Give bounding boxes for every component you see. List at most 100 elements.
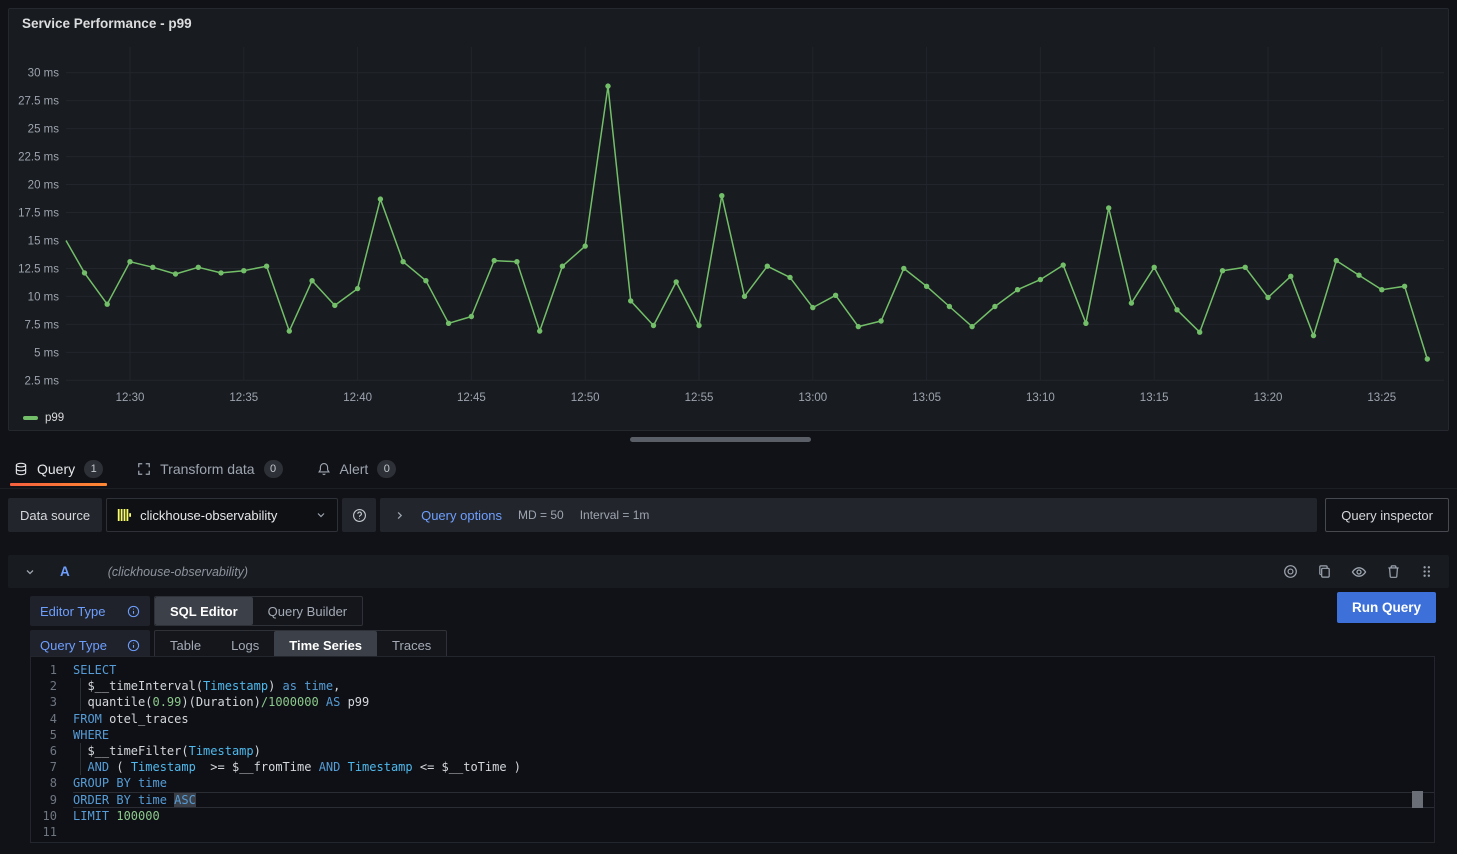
tab-transform-data[interactable]: Transform data 0	[133, 452, 286, 486]
delete-query-trash-icon[interactable]	[1386, 564, 1401, 579]
query-options-toggle[interactable]: Query options	[421, 508, 502, 523]
query-editor-body: Editor Type SQL EditorQuery Builder Quer…	[8, 588, 1449, 660]
svg-text:12:50: 12:50	[571, 392, 600, 404]
legend-label[interactable]: p99	[45, 412, 64, 424]
datasource-help-button[interactable]	[342, 498, 376, 532]
code-line-7[interactable]: 7 AND ( Timestamp >= $__fromTime AND Tim…	[31, 759, 1434, 775]
code-line-2[interactable]: 2 $__timeInterval(Timestamp) as time,	[31, 678, 1434, 694]
pane-splitter-handle[interactable]	[630, 437, 811, 442]
editor-scrollbar-marker[interactable]	[1412, 791, 1423, 808]
code-line-4[interactable]: 4FROM otel_traces	[31, 711, 1434, 727]
line-number: 4	[31, 711, 73, 727]
tab-transform-badge: 0	[264, 460, 283, 478]
query-row-actions	[1283, 564, 1433, 580]
svg-text:12:30: 12:30	[116, 392, 145, 404]
tab-alert-label: Alert	[340, 461, 369, 477]
line-number: 2	[31, 678, 73, 694]
svg-text:10 ms: 10 ms	[28, 291, 60, 303]
svg-text:13:00: 13:00	[798, 392, 827, 404]
duplicate-query-icon[interactable]	[1317, 564, 1332, 579]
svg-text:15 ms: 15 ms	[28, 235, 60, 247]
segment-option-sql-editor[interactable]: SQL Editor	[155, 597, 253, 625]
line-number: 9	[31, 792, 73, 808]
svg-text:12:35: 12:35	[229, 392, 258, 404]
code-line-10[interactable]: 10LIMIT 100000	[31, 808, 1434, 824]
svg-text:12:55: 12:55	[685, 392, 714, 404]
segment-option-traces[interactable]: Traces	[377, 631, 446, 659]
svg-text:27.5 ms: 27.5 ms	[18, 96, 59, 108]
svg-text:17.5 ms: 17.5 ms	[18, 208, 59, 220]
code-line-6[interactable]: 6 $__timeFilter(Timestamp)	[31, 743, 1434, 759]
sql-lines: 1SELECT2 $__timeInterval(Timestamp) as t…	[31, 662, 1434, 840]
tab-query-label: Query	[37, 461, 75, 477]
database-icon	[14, 462, 28, 476]
svg-text:13:25: 13:25	[1367, 392, 1396, 404]
run-query-button[interactable]: Run Query	[1337, 592, 1436, 623]
segment-option-time-series[interactable]: Time Series	[274, 631, 377, 659]
svg-text:7.5 ms: 7.5 ms	[24, 319, 59, 331]
svg-text:13:10: 13:10	[1026, 392, 1055, 404]
svg-text:13:05: 13:05	[912, 392, 941, 404]
bell-icon	[317, 462, 331, 476]
line-number: 5	[31, 727, 73, 743]
code-line-9[interactable]: 9ORDER BY time ASC	[31, 792, 1434, 808]
line-number: 6	[31, 743, 73, 759]
code-line-11[interactable]: 11	[31, 824, 1434, 840]
query-row-card: A (clickhouse-observability)	[8, 555, 1449, 846]
info-circle-icon[interactable]	[127, 605, 140, 618]
line-number: 3	[31, 694, 73, 710]
tab-query[interactable]: Query 1	[10, 452, 107, 486]
tabs-divider	[0, 488, 1457, 489]
tab-query-badge: 1	[84, 460, 103, 478]
line-number: 7	[31, 759, 73, 775]
legend-item-p99[interactable]: p99	[23, 412, 64, 424]
timeseries-panel: Service Performance - p99 2.5 ms5 ms7.5 …	[8, 8, 1449, 431]
line-number: 1	[31, 662, 73, 678]
query-options-interval: Interval = 1m	[580, 508, 650, 522]
svg-text:12:45: 12:45	[457, 392, 486, 404]
collapse-chevron-icon[interactable]	[24, 566, 36, 578]
svg-text:13:15: 13:15	[1140, 392, 1169, 404]
record-circle-icon[interactable]	[1283, 564, 1298, 579]
code-line-5[interactable]: 5WHERE	[31, 727, 1434, 743]
timeseries-chart[interactable]: 2.5 ms5 ms7.5 ms10 ms12.5 ms15 ms17.5 ms…	[9, 9, 1448, 409]
editor-type-row: Editor Type SQL EditorQuery Builder	[30, 596, 1449, 626]
query-options-bar: Query options MD = 50 Interval = 1m	[380, 498, 1317, 532]
code-line-8[interactable]: 8GROUP BY time	[31, 775, 1434, 791]
datasource-label: Data source	[8, 498, 102, 532]
segment-option-query-builder[interactable]: Query Builder	[253, 597, 362, 625]
code-line-1[interactable]: 1SELECT	[31, 662, 1434, 678]
tab-alert[interactable]: Alert 0	[313, 452, 401, 486]
editor-type-label: Editor Type	[40, 604, 106, 619]
line-number: 11	[31, 824, 73, 840]
line-number: 10	[31, 808, 73, 824]
query-datasource-hint: (clickhouse-observability)	[108, 565, 248, 579]
segment-option-table[interactable]: Table	[155, 631, 216, 659]
svg-text:20 ms: 20 ms	[28, 180, 60, 192]
editor-type-group: SQL EditorQuery Builder	[154, 596, 363, 626]
svg-text:30 ms: 30 ms	[28, 68, 60, 80]
query-type-label: Query Type	[40, 638, 107, 653]
datasource-value: clickhouse-observability	[140, 508, 277, 523]
hide-response-eye-icon[interactable]	[1351, 564, 1367, 580]
sql-code-editor[interactable]: 1SELECT2 $__timeInterval(Timestamp) as t…	[30, 656, 1435, 843]
legend-swatch	[23, 416, 38, 420]
transform-icon	[137, 462, 151, 476]
drag-handle-grip-icon[interactable]	[1420, 564, 1433, 579]
query-row-header[interactable]: A (clickhouse-observability)	[8, 555, 1449, 588]
datasource-toolbar: Data source clickhouse-observability	[8, 498, 1449, 532]
datasource-picker[interactable]: clickhouse-observability	[106, 498, 338, 532]
tab-alert-badge: 0	[377, 460, 396, 478]
svg-text:2.5 ms: 2.5 ms	[24, 375, 59, 387]
svg-text:22.5 ms: 22.5 ms	[18, 152, 59, 164]
chevron-right-icon[interactable]	[394, 510, 405, 521]
query-inspector-button[interactable]: Query inspector	[1325, 498, 1449, 532]
code-line-3[interactable]: 3 quantile(0.99)(Duration)/1000000 AS p9…	[31, 694, 1434, 710]
query-options-md: MD = 50	[518, 508, 564, 522]
chevron-down-icon	[315, 509, 327, 521]
segment-option-logs[interactable]: Logs	[216, 631, 274, 659]
info-circle-icon[interactable]	[127, 639, 140, 652]
svg-text:13:20: 13:20	[1254, 392, 1283, 404]
tab-transform-label: Transform data	[160, 461, 254, 477]
query-ref-id[interactable]: A	[60, 564, 70, 579]
